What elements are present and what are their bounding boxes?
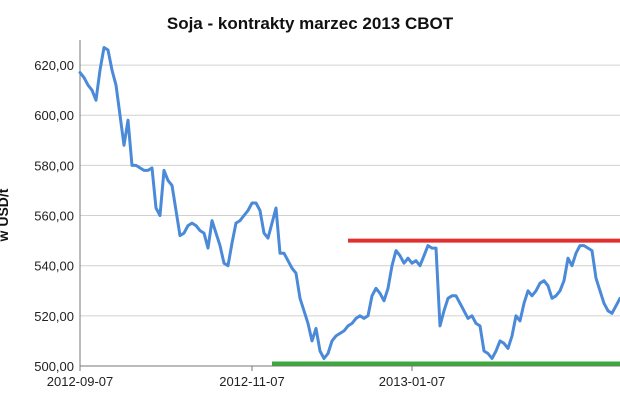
y-tick-label: 620,00	[34, 58, 74, 73]
reference-lines	[272, 238, 620, 366]
price-series-line	[78, 46, 620, 360]
x-axis-ticks: 2012-09-07 2012-11-07 2013-01-07	[47, 366, 446, 389]
y-axis-label: w USD/t	[0, 188, 11, 242]
y-tick-label: 600,00	[34, 108, 74, 123]
y-axis-ticks: 620,00 600,00 580,00 560,00 540,00 520,00 500,…	[34, 58, 74, 374]
y-tick-label: 560,00	[34, 209, 74, 224]
y-tick-label: 540,00	[34, 259, 74, 274]
y-tick-label: 520,00	[34, 309, 74, 324]
x-tick-label: 2012-09-07	[47, 374, 114, 389]
y-tick-label: 500,00	[34, 359, 74, 374]
grid-lines	[79, 40, 620, 367]
series-layer	[78, 46, 620, 360]
x-tick-label: 2013-01-07	[379, 374, 446, 389]
x-tick-label: 2012-11-07	[219, 374, 285, 389]
chart-title: Soja - kontrakty marzec 2013 CBOT	[167, 14, 454, 33]
y-tick-label: 580,00	[34, 158, 74, 173]
